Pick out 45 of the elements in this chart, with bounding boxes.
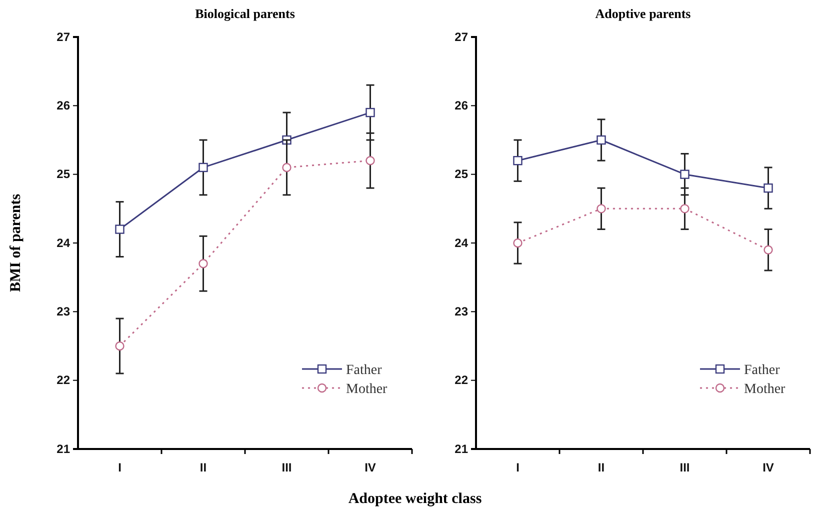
x-tick-label: II <box>200 460 207 475</box>
chart-title: Adoptive parents <box>595 6 691 21</box>
point <box>198 162 208 172</box>
x-tick-label: III <box>680 460 690 475</box>
x-tick-label: I <box>516 460 520 475</box>
y-axis-title: BMI of parents <box>8 194 24 292</box>
x-tick-label: II <box>598 460 605 475</box>
legend-label: Mother <box>346 382 388 397</box>
point <box>115 341 124 351</box>
y-tick-label: 22 <box>454 373 468 388</box>
x-axis-title: Adoptee weight class <box>348 491 482 507</box>
point <box>596 135 606 145</box>
y-tick-label: 21 <box>454 442 468 456</box>
y-tick-label: 22 <box>56 373 70 388</box>
y-tick-label: 25 <box>56 167 70 182</box>
y-tick-label: 25 <box>454 167 468 182</box>
y-tick-label: 21 <box>56 442 70 456</box>
y-tick-label: 27 <box>56 30 70 44</box>
x-tick-label: IV <box>364 460 376 475</box>
point <box>680 170 690 179</box>
point <box>513 238 522 248</box>
point <box>198 259 208 268</box>
point <box>680 204 690 214</box>
x-tick-label: IV <box>762 460 774 475</box>
point <box>596 204 606 214</box>
y-tick-label: 26 <box>454 98 468 113</box>
point <box>764 183 773 193</box>
point <box>366 108 375 118</box>
y-tick-label: 27 <box>454 30 468 44</box>
y-tick-label: 23 <box>454 304 468 319</box>
point <box>764 245 773 254</box>
x-tick-label: III <box>282 460 292 475</box>
y-tick-label: 26 <box>56 98 70 113</box>
chart-title: Biological parents <box>195 6 295 21</box>
legend-label: Father <box>346 363 382 378</box>
y-tick-label: 24 <box>56 236 70 250</box>
point <box>513 156 522 166</box>
legend-label: Father <box>744 363 780 378</box>
y-tick-label: 24 <box>454 236 468 250</box>
x-tick-label: I <box>118 460 122 475</box>
point <box>366 156 375 166</box>
legend-label: Mother <box>744 382 786 397</box>
point <box>115 224 124 234</box>
point <box>282 162 292 172</box>
y-tick-label: 23 <box>56 304 70 319</box>
